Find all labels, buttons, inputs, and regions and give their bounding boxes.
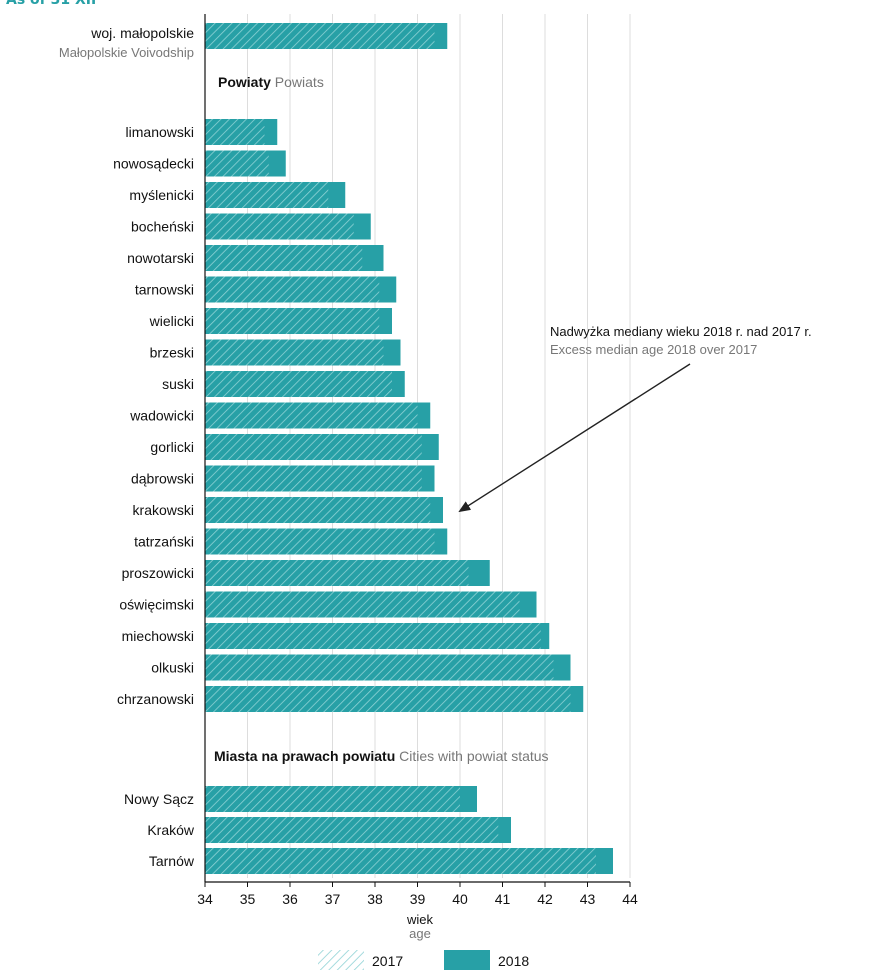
x-tick-label-39: 39 [410,891,426,907]
bar-2017-powiat-7 [205,339,384,366]
bar-2017-powiat-4 [205,245,363,271]
category-label-powiat-2: myślenicki [129,187,194,203]
legend-2018-label: 2018 [498,953,529,969]
group-title-powiats: Powiaty Powiats [218,74,324,90]
category-label-powiat-6: wielicki [149,313,194,329]
category-label-powiat-3: bocheński [131,219,194,235]
x-tick-label-35: 35 [240,891,256,907]
annotation-arrow [458,363,691,513]
bar-2017-powiat-8 [205,371,392,397]
bar-2017-powiat-15 [205,591,520,618]
category-label-powiat-16: miechowski [122,628,194,644]
bar-2017-powiat-1 [205,150,269,177]
category-label-powiat-15: oświęcimski [119,597,194,613]
category-label-powiat-14: proszowicki [122,565,194,581]
category-label-powiat-13: tatrzański [134,534,194,550]
bar-2017-powiat-3 [205,213,354,240]
bar-2017-powiat-11 [205,465,422,492]
category-label-region-en: Małopolskie Voivodship [59,45,194,60]
category-label-powiat-12: krakowski [133,502,194,518]
x-axis-label-en: age [409,926,431,941]
x-tick-label-43: 43 [580,891,596,907]
bar-2017-powiat-2 [205,182,329,208]
category-label-powiat-7: brzeski [150,345,194,361]
category-label-powiat-4: nowotarski [127,250,194,266]
bar-2017-powiat-6 [205,308,380,334]
x-tick-label-40: 40 [452,891,468,907]
bar-2017-region [205,23,435,49]
category-label-powiat-0: limanowski [126,124,194,140]
bar-2017-city-1 [205,817,499,843]
x-tick-label-36: 36 [282,891,298,907]
x-tick-label-34: 34 [197,891,213,907]
category-label-powiat-5: tarnowski [135,282,194,298]
bar-2017-powiat-10 [205,434,422,460]
x-axis-label: wiek [406,912,434,927]
annotation-title: Nadwyżka mediany wieku 2018 r. nad 2017 … [550,324,812,339]
legend-2018-swatch [444,950,490,970]
bar-2017-powiat-13 [205,528,435,555]
category-label-powiat-1: nowosądecki [113,156,194,172]
category-label-powiat-8: suski [162,376,194,392]
bar-2017-powiat-0 [205,119,265,145]
category-label-city-2: Tarnów [149,853,195,869]
x-tick-label-37: 37 [325,891,341,907]
legend-2017-swatch [318,950,364,970]
bar-2017-powiat-14 [205,560,469,586]
category-label-powiat-17: olkuski [151,660,194,676]
bar-2017-powiat-17 [205,654,554,681]
bar-2017-powiat-12 [205,497,431,523]
category-label-city-0: Nowy Sącz [124,791,194,807]
x-tick-label-42: 42 [537,891,553,907]
legend-2017-label: 2017 [372,953,403,969]
category-label-powiat-9: wadowicki [129,408,194,424]
bar-2017-powiat-9 [205,402,418,429]
category-label-region: woj. małopolskie [90,25,194,41]
category-label-powiat-18: chrzanowski [117,691,194,707]
bar-2017-city-0 [205,786,460,812]
bar-2017-powiat-5 [205,276,380,303]
annotation-subtitle: Excess median age 2018 over 2017 [550,342,757,357]
x-tick-label-44: 44 [622,891,638,907]
x-tick-label-41: 41 [495,891,511,907]
category-label-powiat-10: gorlicki [150,439,194,455]
category-label-powiat-11: dąbrowski [131,471,194,487]
category-label-city-1: Kraków [147,822,195,838]
chart-subtitle: As of 31 XII [6,0,97,8]
bar-2017-powiat-18 [205,686,571,712]
bar-2017-city-2 [205,848,596,874]
group-title-cities: Miasta na prawach powiatu Cities with po… [214,748,549,764]
bar-2017-powiat-16 [205,623,541,649]
x-tick-label-38: 38 [367,891,383,907]
